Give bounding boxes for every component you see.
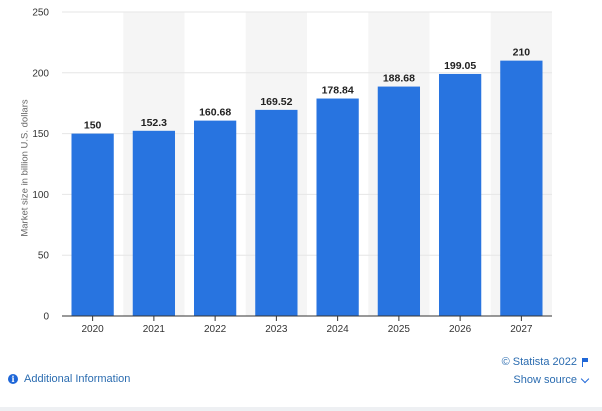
y-axis-title: Market size in billion U.S. dollars (19, 99, 31, 237)
bar (500, 60, 543, 316)
x-tick-label: 2023 (265, 324, 288, 335)
y-tick-label: 250 (32, 8, 49, 19)
x-tick-label: 2024 (327, 324, 350, 335)
x-tick-label: 2026 (449, 324, 472, 335)
x-tick-label: 2022 (204, 324, 227, 335)
bar-value-label: 160.68 (199, 107, 231, 119)
flag-icon[interactable] (582, 357, 589, 367)
show-source-label: Show source (513, 374, 577, 386)
x-tick-label: 2020 (82, 324, 105, 335)
additional-information-link[interactable]: i Additional Information (8, 373, 130, 385)
credit-text: © Statista 2022 (501, 356, 577, 368)
bar (255, 109, 298, 316)
y-tick-label: 0 (43, 312, 49, 323)
bar-value-label: 199.05 (444, 60, 476, 72)
statista-credit[interactable]: © Statista 2022 (501, 356, 589, 368)
bar (71, 133, 114, 316)
bar-value-label: 188.68 (383, 73, 415, 85)
bar-value-label: 178.84 (322, 85, 354, 97)
y-tick-label: 150 (32, 129, 49, 140)
bar (193, 120, 237, 316)
bar-chart: 0 50 100 150 200 250 150 2020 152.3 2021 160.68 202… (19, 8, 552, 335)
y-tick-label: 50 (38, 251, 50, 262)
y-tick-label: 200 (32, 68, 49, 79)
bar (377, 86, 421, 316)
chart-canvas: 0 50 100 150 200 250 150 2020 152.3 2021 160.68 202… (32, 8, 552, 335)
bar (316, 98, 359, 316)
additional-information-label: Additional Information (24, 373, 131, 385)
bar (438, 73, 482, 316)
x-tick-label: 2025 (388, 324, 411, 335)
show-source-link[interactable]: Show source (513, 374, 590, 386)
bar-value-label: 169.52 (260, 96, 292, 108)
bar (132, 130, 176, 316)
x-tick-label: 2021 (143, 324, 166, 335)
chevron-down-icon (580, 374, 590, 383)
bar-value-label: 210 (513, 47, 531, 59)
bottom-divider (0, 407, 602, 411)
info-icon: i (8, 374, 18, 384)
bar-value-label: 152.3 (141, 117, 167, 129)
y-tick-label: 100 (32, 190, 49, 201)
x-tick-label: 2027 (510, 324, 533, 335)
bar-value-label: 150 (84, 120, 102, 132)
